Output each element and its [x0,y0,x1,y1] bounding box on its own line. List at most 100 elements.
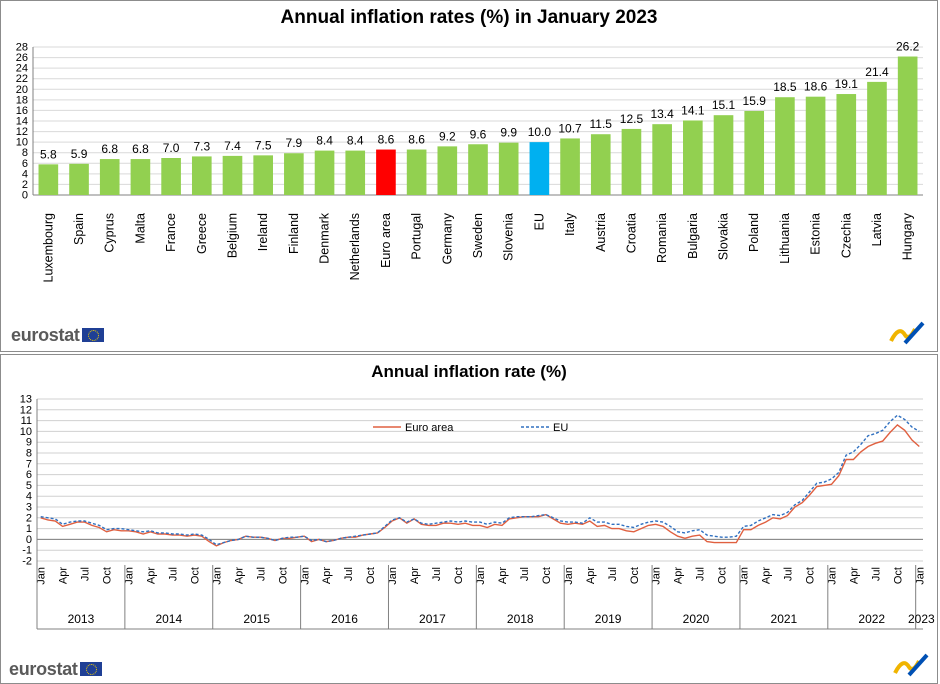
bar-cyprus [99,159,120,195]
bar-category-label: Croatia [624,213,638,253]
bar-slovenia [498,142,519,195]
bar-category-label: Euro area [379,213,393,268]
bar-category-label: Czechia [839,213,853,258]
bar-estonia [805,96,826,195]
line-y-tick-label: 4 [26,491,32,503]
line-y-tick-label: 13 [20,394,32,406]
line-month-tick-label: Apr [585,567,597,584]
bar-value-label: 9.6 [470,127,487,141]
bar-value-label: 21.4 [865,65,889,79]
bar-value-label: 11.5 [590,117,613,131]
line-year-label: 2016 [331,612,358,626]
bar-sweden [468,144,488,195]
line-month-tick-label: Apr [673,567,685,584]
line-y-tick-label: -1 [22,545,32,557]
line-month-tick-label: Apr [761,567,773,584]
line-month-tick-label: Jan [739,567,751,585]
line-month-tick-label: Apr [409,567,421,584]
eurostat-brand-mark-icon [889,321,925,345]
bar-y-tick-label: 8 [22,147,28,159]
line-month-tick-label: Jan [475,567,487,585]
bar-y-tick-label: 22 [16,73,28,85]
bar-latvia [867,81,887,195]
line-year-label: 2022 [858,612,885,626]
bar-value-label: 6.8 [101,142,118,156]
bar-y-tick-label: 20 [16,84,28,96]
line-month-tick-label: Oct [541,567,553,584]
line-year-label: 2014 [155,612,182,626]
line-month-tick-label: Jan [387,567,399,585]
line-month-tick-label: Apr [848,567,860,584]
bar-germany [437,146,458,195]
line-year-label: 2018 [507,612,534,626]
line-month-tick-label: Jul [431,567,443,581]
bar-value-label: 18.6 [804,80,828,94]
line-month-tick-label: Oct [717,567,729,584]
bar-chart: 02468101214161820222426285.8Luxembourg5.… [16,40,923,283]
bar-czechia [836,94,857,195]
line-month-tick-label: Oct [892,567,904,584]
line-y-tick-label: 0 [26,534,32,546]
bar-category-label: Italy [563,212,577,236]
legend-label: EU [553,422,568,434]
line-year-label: 2021 [771,612,798,626]
bar-luxembourg [38,164,59,195]
bar-value-label: 14.1 [681,103,705,117]
line-y-tick-label: 11 [21,415,32,427]
bar-value-label: 7.3 [193,139,210,153]
line-month-tick-label: Jul [343,567,355,581]
bar-euro-area [376,149,396,195]
bar-value-label: 7.9 [286,136,303,150]
bar-value-label: 15.9 [743,94,767,108]
bar-slovakia [713,115,734,195]
line-y-tick-label: 7 [26,458,32,470]
line-y-tick-label: 10 [20,426,32,438]
bar-y-tick-label: 0 [22,190,28,202]
bar-italy [560,138,580,195]
bar-category-label: Slovakia [717,213,731,260]
bar-austria [590,134,611,195]
bar-value-label: 8.4 [347,134,364,148]
bar-value-label: 18.5 [773,80,797,94]
bar-y-tick-label: 12 [16,126,28,138]
line-month-tick-label: Jul [870,567,882,581]
line-year-label: 2023 [908,612,935,626]
bar-poland [744,110,765,195]
line-year-label: 2019 [595,612,622,626]
line-month-tick-label: Oct [629,567,641,584]
bar-ireland [253,155,273,195]
bar-category-label: France [164,213,178,252]
bar-category-label: Cyprus [103,213,117,253]
bar-malta [130,159,151,195]
bar-chart-panel: Annual inflation rates (%) in January 20… [0,0,938,352]
bar-category-label: Hungary [901,212,915,260]
bar-eu [529,142,550,195]
line-month-tick-label: Oct [805,567,817,584]
bar-chart-title: Annual inflation rates (%) in January 20… [280,7,658,28]
bar-value-label: 7.0 [163,141,180,155]
line-y-tick-label: -2 [22,556,32,568]
bar-value-label: 8.6 [378,133,395,147]
line-month-tick-label: Jul [519,567,531,581]
bar-category-label: Malta [133,213,147,244]
bar-y-tick-label: 28 [16,42,28,54]
bar-value-label: 8.4 [316,134,333,148]
line-y-tick-label: 8 [26,448,32,460]
line-month-tick-label: Jul [607,567,619,581]
series-line-euro-area [40,423,920,547]
bar-value-label: 5.9 [71,147,88,161]
bar-portugal [406,149,427,195]
line-y-tick-label: 3 [26,502,32,514]
line-month-tick-label: Jan [36,567,48,585]
line-month-tick-label: Jan [211,567,223,585]
bar-category-label: Romania [655,213,669,263]
bar-category-label: Spain [72,213,86,245]
bar-category-label: Luxembourg [41,213,55,283]
bar-y-tick-label: 24 [16,63,28,75]
line-month-tick-label: Jul [783,567,795,581]
bar-category-label: Sweden [471,213,485,258]
bar-category-label: Germany [440,212,454,264]
line-y-tick-label: 5 [26,480,32,492]
line-month-tick-label: Apr [233,567,245,584]
